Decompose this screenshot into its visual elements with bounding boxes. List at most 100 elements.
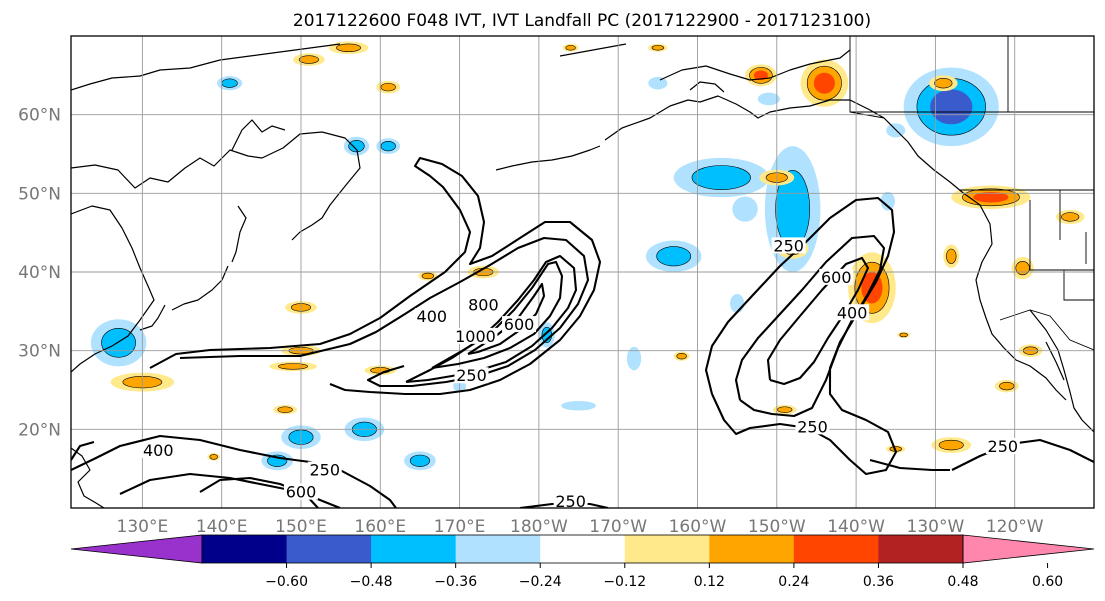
colorbar-tick-label: 0.36 — [863, 574, 894, 590]
lon-tick-label: 150°W — [748, 517, 806, 537]
map-area: 250 400 800 1000 600 600 400 250 250 400 250 600 250… — [70, 35, 1095, 511]
pc-patch — [562, 43, 579, 52]
pc-patch — [648, 43, 668, 52]
pc-patch — [404, 451, 436, 471]
pc-patch — [328, 41, 369, 55]
colorbar-segment — [202, 535, 288, 563]
map-title: 2017122600 F048 IVT, IVT Landfall PC (20… — [293, 11, 871, 31]
lat-tick-label: 20°N — [18, 420, 61, 440]
contour-label: 250 — [456, 366, 487, 385]
lon-tick-label: 160°W — [669, 517, 727, 537]
lat-tick-label: 60°N — [18, 106, 61, 126]
pc-patch — [273, 404, 298, 415]
pc-patch — [745, 64, 777, 87]
lon-tick-label: 120°W — [986, 517, 1044, 537]
contour-label: 400 — [837, 303, 868, 322]
lon-tick-label: 130°W — [907, 517, 965, 537]
pc-patch — [931, 437, 972, 453]
lon-tick-label: 130°E — [117, 517, 169, 537]
colorbar-segment — [793, 535, 879, 563]
colorbar-segment — [286, 535, 372, 563]
contour-label: 250 — [797, 417, 828, 436]
contour-label: 600 — [286, 483, 317, 502]
colorbar-tick-label: −0.12 — [603, 574, 646, 590]
contour-label: 600 — [821, 268, 852, 287]
pc-patch — [903, 67, 999, 147]
gridlines — [71, 36, 1094, 508]
pc-patch — [1055, 209, 1085, 225]
colorbar-tick-label: 0.12 — [694, 574, 725, 590]
colorbar-frame — [201, 534, 964, 564]
lon-tick-label: 140°W — [827, 517, 885, 537]
pc-patch — [929, 75, 958, 92]
colorbar-segment — [878, 535, 964, 563]
ivt-contour-labels: 250 400 800 1000 600 600 400 250 250 400 250 600 250… — [141, 236, 1020, 511]
contour-label: 800 — [468, 295, 499, 314]
pc-patch — [645, 240, 702, 272]
lon-tick-label: 140°E — [196, 517, 248, 537]
colorbar-segment — [540, 535, 626, 563]
colorbar-segment — [455, 535, 541, 563]
pc-patch — [216, 76, 243, 91]
axis-tick-labels: 130°E 140°E 150°E 160°E 170°E 180°W 170°W 160°W… — [18, 106, 1044, 537]
lon-tick-label: 150°E — [275, 517, 327, 537]
colorbar-tick-label: 0.24 — [778, 574, 809, 590]
pc-patch — [880, 191, 895, 211]
lon-tick-label: 170°E — [434, 517, 486, 537]
pc-patch — [994, 379, 1019, 393]
colorbar-tick-label: −0.60 — [265, 574, 308, 590]
pc-shading-layer — [90, 41, 1085, 471]
pc-patch — [1011, 257, 1034, 280]
pc-patch — [293, 53, 325, 66]
pc-patch — [90, 319, 147, 367]
colorbar-segment — [709, 535, 795, 563]
lon-tick-label: 180°W — [510, 517, 568, 537]
contour-label: 600 — [504, 315, 535, 334]
pc-patch — [730, 294, 745, 313]
pc-patch — [673, 157, 769, 198]
colorbar-tick-label: −0.36 — [434, 574, 477, 590]
pc-patch — [269, 361, 317, 372]
colorbar-segment — [371, 535, 457, 563]
colorbar-extend-low — [70, 534, 203, 564]
pc-patch — [648, 76, 668, 90]
pc-patch — [943, 244, 960, 269]
pc-patch — [800, 59, 849, 107]
contour-label: 1000 — [455, 327, 496, 346]
colorbar-tick-label: −0.24 — [519, 574, 562, 590]
pc-patch — [207, 452, 221, 461]
contour-label: 250 — [988, 437, 1019, 456]
lat-tick-label: 30°N — [18, 342, 61, 362]
pc-patch — [897, 331, 911, 339]
pc-patch — [561, 401, 596, 411]
colorbar-tick-label: −0.48 — [350, 574, 393, 590]
pc-patch — [376, 80, 401, 94]
contour-label: 250 — [555, 492, 586, 511]
pc-patch — [732, 196, 758, 222]
pc-patch — [343, 136, 370, 156]
colorbar-tick-label: 0.48 — [947, 574, 978, 590]
colorbar-segment — [624, 535, 710, 563]
colorbar-tick-label: 0.60 — [1032, 574, 1063, 590]
lat-tick-label: 50°N — [18, 184, 61, 204]
pc-patch — [376, 138, 401, 154]
colorbar-extend-high — [962, 534, 1095, 564]
pc-patch — [757, 92, 780, 106]
coastlines — [71, 43, 1094, 508]
pc-patch — [418, 271, 438, 281]
contour-label: 400 — [417, 307, 448, 326]
pc-patch — [772, 404, 797, 415]
map-frame — [70, 35, 1095, 509]
pc-patch — [626, 346, 642, 371]
contour-label: 400 — [143, 441, 174, 460]
colorbar: −0.60 −0.48 −0.36 −0.24 −0.12 0.12 0.24 0.36 0.4… — [70, 534, 1095, 590]
contour-label: 250 — [773, 236, 804, 255]
ivt-contours — [71, 156, 1094, 508]
contour-label: 250 — [309, 461, 340, 480]
lat-tick-label: 40°N — [18, 263, 61, 283]
pc-patch — [951, 185, 1031, 210]
pc-patch — [673, 351, 690, 361]
lon-tick-label: 170°W — [589, 517, 647, 537]
lon-tick-label: 160°E — [354, 517, 406, 537]
